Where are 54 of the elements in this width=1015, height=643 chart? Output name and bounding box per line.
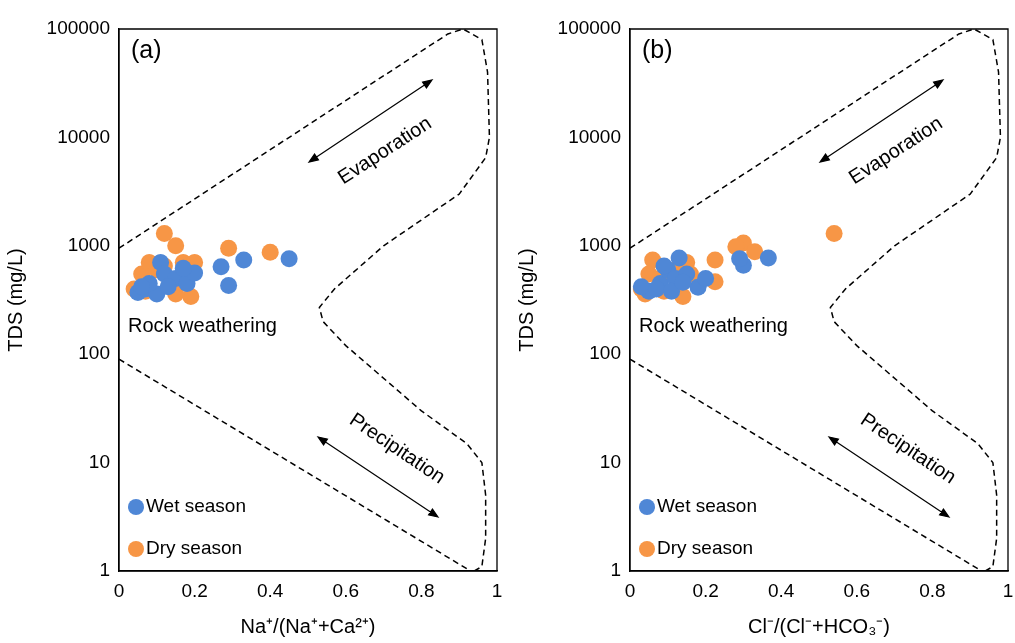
annotation: (b) (642, 34, 673, 63)
x-tick-label: 0.2 (692, 579, 719, 601)
point (655, 257, 673, 275)
point (220, 239, 238, 257)
x-tick-label: 0 (113, 579, 125, 601)
y-tick-label: 10000 (57, 125, 110, 147)
y-tick-label: 1000 (67, 234, 110, 256)
point (220, 277, 238, 295)
point (825, 224, 843, 242)
point (663, 282, 681, 300)
y-axis-title: TDS (mg/L) (3, 248, 26, 352)
legend-label: Wet season (657, 495, 757, 517)
legend-label: Wet season (146, 495, 246, 517)
point (261, 243, 279, 261)
annotation: Rock weathering (128, 313, 277, 336)
y-tick-label: 10000 (568, 125, 621, 147)
y-tick-label: 10 (599, 450, 621, 472)
point (212, 258, 230, 276)
x-axis-title: Na⁺/(Na⁺+Ca²⁺) (240, 614, 376, 637)
x-tick-label: 0.6 (843, 579, 871, 601)
y-tick-label: 10 (88, 450, 110, 472)
y-tick-label: 100 (589, 342, 621, 364)
x-tick-label: 0.4 (767, 579, 795, 601)
annotation: Rock weathering (639, 313, 788, 336)
legend-label: Dry season (146, 537, 243, 559)
y-tick-label: 100000 (557, 17, 621, 39)
point (167, 237, 185, 255)
y-tick-label: 100 (78, 342, 110, 364)
y-axis-title: TDS (mg/L) (514, 248, 537, 352)
point (731, 250, 749, 268)
annotation: (a) (131, 34, 162, 63)
x-axis-title: Cl⁻/(Cl⁻+HCO₃⁻) (748, 614, 890, 637)
x-tick-label: 0.2 (181, 579, 208, 601)
x-tick-label: 1 (1002, 579, 1014, 601)
point (280, 250, 298, 268)
x-tick-label: 1 (491, 579, 503, 601)
x-tick-label: 0.8 (919, 579, 946, 601)
point (155, 224, 173, 242)
x-tick-label: 0.4 (256, 579, 284, 601)
point (235, 251, 253, 269)
y-tick-label: 1000 (578, 234, 621, 256)
x-tick-label: 0 (624, 579, 636, 601)
y-tick-label: 100000 (46, 17, 110, 39)
point (759, 249, 777, 267)
x-tick-label: 0.8 (408, 579, 435, 601)
y-tick-label: 1 (99, 559, 110, 581)
point (706, 251, 724, 269)
point (697, 269, 715, 287)
x-tick-label: 0.6 (332, 579, 360, 601)
legend-label: Dry season (657, 537, 754, 559)
point (670, 249, 688, 267)
y-tick-label: 1 (610, 559, 621, 581)
point (174, 259, 192, 277)
point (746, 243, 764, 261)
